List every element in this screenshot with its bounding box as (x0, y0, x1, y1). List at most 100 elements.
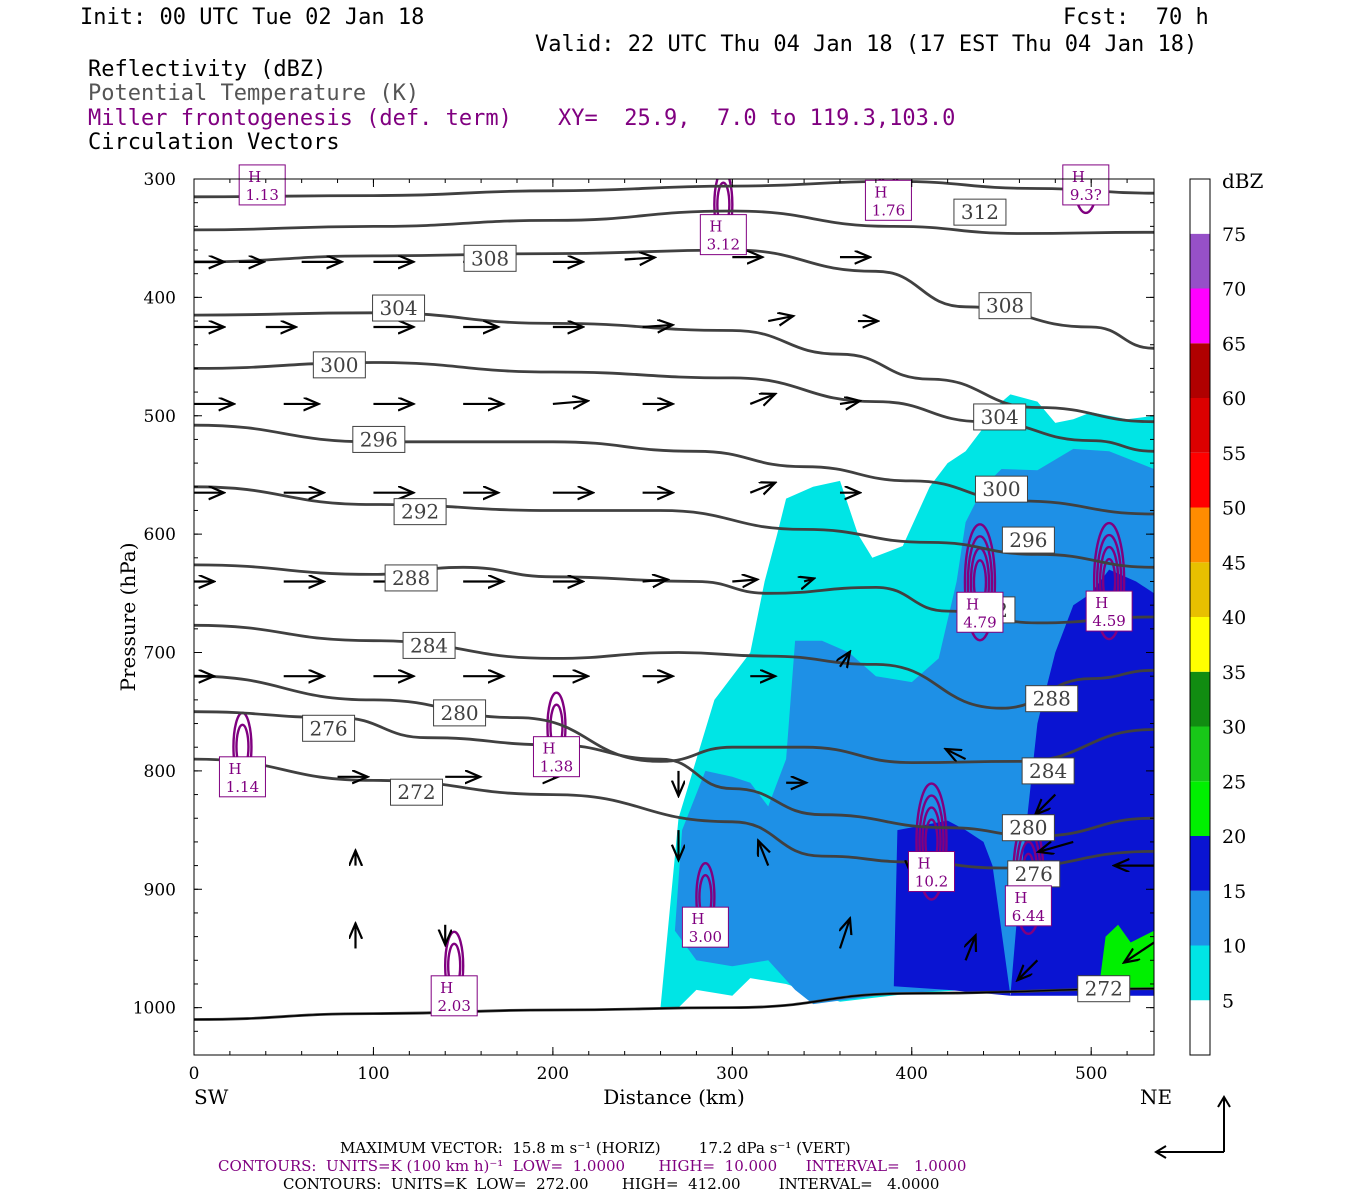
fronto-max-letter: H (709, 218, 722, 236)
max-vector-note: MAXIMUM VECTOR: 15.8 m s⁻¹ (HORIZ) 17.2 … (340, 1139, 851, 1157)
colorbar-label: 60 (1222, 388, 1246, 410)
circulation-vector (552, 401, 588, 404)
x-tick-label: 400 (896, 1064, 928, 1084)
theta-label: 276 (309, 716, 347, 740)
plot-frame (193, 178, 1155, 1056)
circulation-vector (804, 578, 814, 581)
theta-label-box (1021, 757, 1075, 785)
colorbar-label: 15 (1222, 881, 1246, 903)
circulation-vector (732, 579, 757, 581)
colorbar-swatch (1190, 179, 1210, 234)
theta-label-box (1007, 860, 1061, 888)
colorbar-swatch (1190, 343, 1210, 398)
y-tick-label: 500 (144, 407, 176, 427)
theta-label: 304 (379, 296, 417, 320)
fronto-max-value: 3.12 (707, 236, 740, 254)
colorbar-swatch (1190, 507, 1210, 563)
circulation-vector (1035, 793, 1057, 815)
theta-label-box (402, 631, 456, 659)
theta-label-box (433, 699, 487, 727)
theta-label-box (393, 498, 447, 526)
theta-label-box (973, 403, 1027, 431)
fronto-max-value: 1.13 (245, 186, 278, 204)
theta-label: 308 (471, 246, 509, 270)
theta-label-box (1001, 526, 1055, 554)
theta-label-box (953, 198, 1007, 226)
fronto-max-letter: H (917, 855, 930, 873)
colorbar-label: 10 (1222, 936, 1246, 958)
field-potential-temperature: Potential Temperature (K) (88, 81, 420, 106)
theta-label: 272 (1085, 977, 1123, 1001)
colorbar: 5 10 15 20 25 30 35 40 45 50 55 60 65 70 75 (1189, 178, 1246, 1056)
colorbar-label: 40 (1222, 607, 1246, 629)
circulation-vector (1017, 959, 1039, 980)
theta-contour-316 (194, 209, 1154, 235)
fronto-max-box (699, 214, 747, 256)
fronto-max-letter: H (440, 979, 453, 997)
theta-label-box (978, 292, 1032, 320)
theta-label: 280 (440, 701, 478, 725)
circulation-vector (946, 749, 967, 759)
theta-contour-284 (194, 674, 1154, 765)
theta-label: 300 (320, 353, 358, 377)
frontogenesis-contour (963, 523, 997, 642)
colorbar-swatch (1190, 233, 1210, 289)
y-tick-label: 700 (144, 644, 176, 664)
circulation-vector (840, 652, 850, 667)
x-tick-label: 300 (716, 1064, 748, 1084)
x-tick-label: 200 (537, 1064, 569, 1084)
circulation-vector (1124, 941, 1154, 963)
colorbar-label: 70 (1222, 279, 1246, 301)
fronto-max-letter: H (1072, 168, 1085, 186)
fronto-max-box (1085, 590, 1133, 632)
theta-label-box (372, 294, 426, 322)
theta-contour-280 (194, 710, 1154, 838)
fronto-max-value: 4.79 (963, 613, 996, 631)
theta-label-box (1025, 685, 1079, 713)
theta-label: 288 (392, 566, 430, 590)
init-time: Init: 00 UTC Tue 02 Jan 18 (80, 5, 425, 30)
fronto-max-box (864, 179, 912, 221)
reflectivity-layer (660, 394, 1154, 1008)
fronto-max-letter: H (228, 760, 241, 778)
circulation-vector (758, 841, 768, 867)
theta-label: 300 (982, 477, 1020, 501)
fronto-max-value: 6.44 (1012, 907, 1045, 925)
theta-label: 284 (1029, 759, 1067, 783)
colorbar-swatch (1190, 617, 1210, 672)
theta-contour-320 (194, 179, 1154, 199)
fronto-max-box (956, 591, 1004, 633)
theta-label-box (974, 475, 1028, 503)
theta-label-box (463, 244, 517, 272)
colorbar-frame (1189, 178, 1211, 1056)
terrain-line (194, 988, 1154, 1021)
theta-label: 296 (360, 427, 398, 451)
field-circulation-vectors: Circulation Vectors (88, 130, 340, 155)
colorbar-label: 35 (1222, 662, 1246, 684)
x-tick-label: 500 (1075, 1064, 1107, 1084)
theta-label: 296 (1009, 528, 1047, 552)
x-end-right: NE (1140, 1085, 1172, 1109)
colorbar-swatch (1190, 1000, 1210, 1055)
theta-label-box (384, 564, 438, 592)
colorbar-swatch (1190, 671, 1210, 727)
theta-label: 276 (1015, 862, 1053, 886)
contour-labels: 3123083083043043003002962962922922882882… (218, 164, 1133, 1017)
theta-label-box (1077, 975, 1131, 1003)
circulation-vector (966, 935, 976, 961)
colorbar-label: 25 (1222, 771, 1246, 793)
frontogenesis-contour (915, 782, 948, 901)
frontogenesis-contour (1092, 521, 1126, 641)
forecast-hour: Fcst: 70 h (1063, 5, 1209, 30)
colorbar-label: 75 (1222, 224, 1246, 246)
fronto-max-box (218, 756, 266, 798)
colorbar-label: 30 (1222, 717, 1246, 739)
circulation-vector (840, 918, 850, 949)
field-reflectivity: Reflectivity (dBZ) (88, 57, 327, 82)
theta-label: 308 (986, 294, 1024, 318)
circulation-vector (839, 401, 860, 404)
fronto-max-value: 1.76 (872, 201, 905, 219)
circulation-vector (1038, 842, 1074, 852)
fronto-max-value: 1.38 (540, 758, 573, 776)
theta-label: 288 (1033, 687, 1071, 711)
